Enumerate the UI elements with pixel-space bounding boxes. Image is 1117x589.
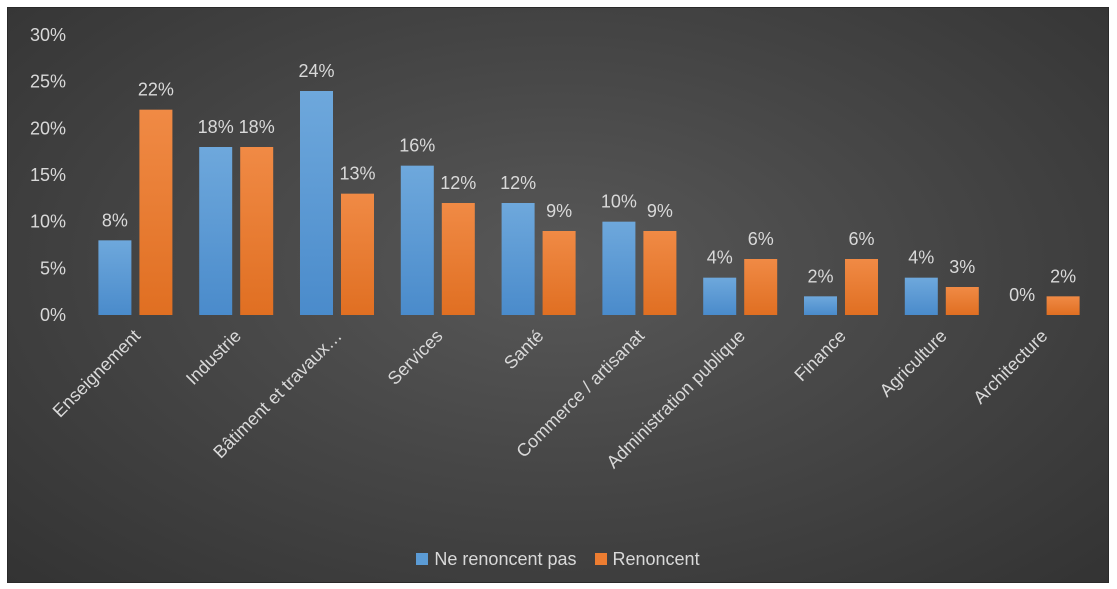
x-tick-label: Industrie (182, 326, 245, 389)
bar-ne-renoncent-pas (904, 277, 938, 315)
data-label: 3% (949, 257, 975, 277)
bar-ne-renoncent-pas (602, 221, 636, 315)
bar-renoncent (945, 287, 979, 315)
legend-swatch-orange (594, 553, 607, 565)
data-label: 4% (707, 248, 733, 268)
x-tick-label: Services (384, 326, 447, 389)
data-label: 22% (138, 80, 174, 100)
bar-renoncent (845, 259, 878, 315)
bar-ne-renoncent-pas (400, 165, 434, 315)
data-label: 12% (440, 173, 476, 193)
bar-renoncent (542, 231, 576, 315)
bar-renoncent (240, 147, 274, 315)
y-tick-label: 0% (40, 305, 66, 325)
x-tick-label: Agriculture (876, 326, 951, 401)
y-tick-label: 20% (30, 118, 66, 138)
data-labels: 8%22%18% 18%24%13%16%12% 12%9% 10% 9%4%6%2%6… (102, 61, 1076, 305)
bar-ne-renoncent-pas (300, 91, 333, 315)
data-label: 0% (1009, 285, 1035, 305)
legend-label: Renoncent (612, 548, 700, 569)
data-label: 6% (848, 229, 874, 249)
legend-swatch-blue (416, 553, 429, 565)
y-axis: 0% 5% 10% 15% 20% 25% 30% (30, 25, 66, 325)
chart-area: 0% 5% 10% 15% 20% 25% 30% 8% 22% 18% 18% 24% 13% 16%… (7, 7, 1109, 583)
bar-renoncent (643, 231, 677, 315)
bar-renoncent (441, 203, 475, 315)
bar-renoncent (744, 259, 778, 315)
legend: Ne renoncent pas Renoncent (8, 546, 1108, 572)
data-label: 2% (807, 266, 833, 286)
legend-label: Ne renoncent pas (434, 548, 577, 569)
data-label: 4% (908, 248, 934, 268)
data-label: 12% (500, 173, 536, 193)
x-tick-label: Santé (500, 326, 547, 373)
y-tick-label: 10% (30, 212, 66, 232)
bar-ne-renoncent-pas (804, 296, 837, 315)
data-label: 16% (399, 136, 435, 156)
bars (98, 91, 1080, 316)
y-tick-label: 30% (30, 25, 66, 45)
bar-renoncent (1046, 296, 1080, 315)
bar-ne-renoncent-pas (98, 240, 132, 315)
legend-item-renoncent: Renoncent (594, 548, 700, 570)
x-tick-label: Enseignement (49, 326, 145, 422)
data-label: 18% (239, 117, 275, 137)
x-tick-label: Architecture (969, 326, 1051, 408)
bar-ne-renoncent-pas (199, 147, 233, 315)
data-label: 6% (748, 229, 774, 249)
y-tick-label: 25% (30, 72, 66, 92)
y-tick-label: 15% (30, 165, 66, 185)
bar-ne-renoncent-pas (703, 277, 737, 315)
x-tick-label: Finance (790, 326, 849, 385)
data-label: 8% (102, 210, 128, 230)
bar-chart: 0% 5% 10% 15% 20% 25% 30% 8% 22% 18% 18% 24% 13% 16%… (30, 25, 1080, 472)
bar-renoncent (341, 193, 374, 315)
bar-renoncent (139, 109, 173, 316)
data-label: 24% (298, 61, 334, 81)
data-label: 9% (647, 201, 673, 221)
bar-ne-renoncent-pas (501, 203, 535, 315)
data-label: 2% (1050, 266, 1076, 286)
data-label: 9% (546, 201, 572, 221)
data-label: 13% (339, 164, 375, 184)
y-tick-label: 5% (40, 258, 66, 278)
legend-item-ne-renoncent-pas: Ne renoncent pas (416, 548, 577, 570)
data-label: 10% (601, 192, 637, 212)
data-label: 18% (198, 117, 234, 137)
